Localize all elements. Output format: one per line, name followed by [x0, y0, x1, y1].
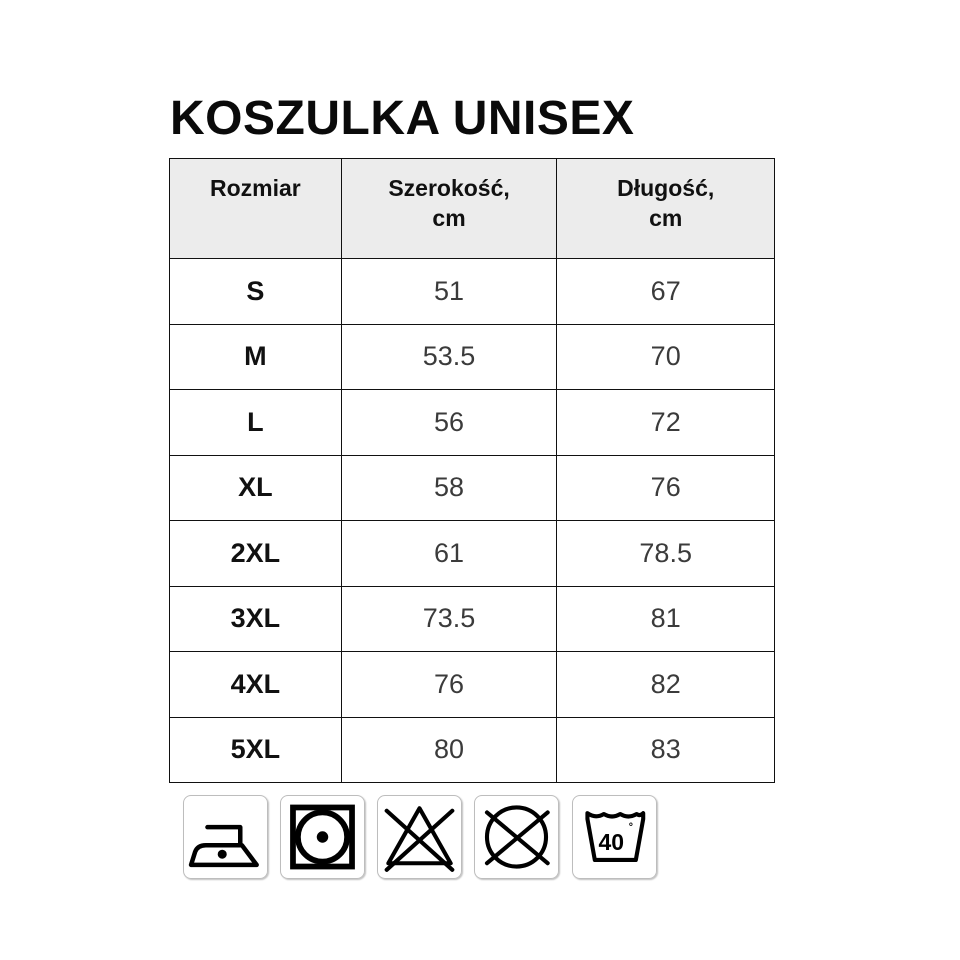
- svg-text:°: °: [628, 821, 632, 833]
- svg-text:40: 40: [598, 829, 624, 855]
